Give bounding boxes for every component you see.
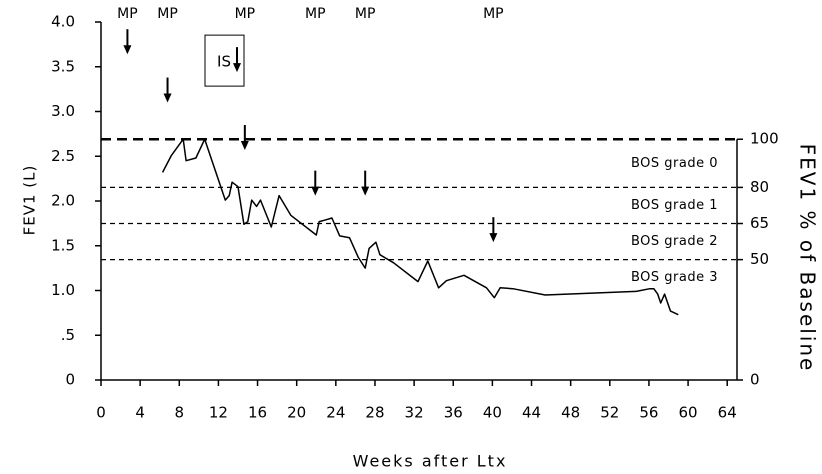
y-tick-label: 3.0 <box>51 102 75 120</box>
y-tick-label: 2.0 <box>51 192 75 210</box>
y2-tick-label: 80 <box>750 178 769 196</box>
marker-label: MP <box>305 6 326 22</box>
x-tick-label: 52 <box>600 404 619 422</box>
marker-arrow-head <box>163 93 172 103</box>
x-tick-label: 48 <box>561 404 580 422</box>
x-tick-label: 16 <box>248 404 267 422</box>
y-tick-label: 1.0 <box>51 281 75 299</box>
x-tick-label: 0 <box>96 404 106 422</box>
marker-label: MP <box>483 6 504 22</box>
marker-box <box>204 34 245 87</box>
marker-arrow-head <box>311 186 320 196</box>
x-tick-label: 8 <box>175 404 185 422</box>
y-tick-label: 3.5 <box>51 57 75 75</box>
y2-tick-label: 65 <box>750 214 769 232</box>
x-tick-label: 12 <box>209 404 228 422</box>
x-tick-label: 44 <box>522 404 541 422</box>
y2-axis-label: FEV1 % of Baseline <box>796 144 820 373</box>
y-axis-label: FEV1 (L) <box>21 165 39 236</box>
y2-tick-label: 0 <box>750 371 760 389</box>
bos-label: BOS grade 2 <box>631 234 718 249</box>
y-tick-label: 4.0 <box>51 13 75 31</box>
marker-arrow-head <box>123 45 132 55</box>
marker-label: MP <box>355 6 376 22</box>
bos-label: BOS grade 3 <box>631 270 718 285</box>
x-tick-label: 28 <box>365 404 384 422</box>
y2-tick-label: 100 <box>750 130 779 148</box>
marker-arrow-head <box>240 140 249 150</box>
y-tick-label: 2.5 <box>51 147 75 165</box>
y-tick-label: 0 <box>65 371 75 389</box>
x-tick-label: 60 <box>679 404 698 422</box>
bos-label: BOS grade 1 <box>631 198 718 213</box>
x-axis-label: Weeks after Ltx <box>353 452 508 471</box>
y-tick-label: .5 <box>61 326 75 344</box>
marker-arrow-head <box>489 233 498 243</box>
data-line <box>161 138 679 316</box>
bos-label: BOS grade 0 <box>631 156 718 171</box>
x-tick-label: 40 <box>483 404 502 422</box>
x-tick-label: 32 <box>405 404 424 422</box>
x-tick-label: 64 <box>718 404 737 422</box>
x-tick-label: 20 <box>287 404 306 422</box>
y2-tick-label: 50 <box>750 250 769 268</box>
marker-label: MP <box>117 6 138 22</box>
marker-arrow-head <box>361 186 370 196</box>
boxed-marker-arrow-head <box>233 63 242 73</box>
marker-box-label: IS <box>217 53 231 71</box>
y-tick-label: 1.5 <box>51 236 75 254</box>
marker-label: MP <box>235 6 256 22</box>
marker-label: MP <box>157 6 178 22</box>
x-tick-label: 24 <box>326 404 345 422</box>
x-tick-label: 56 <box>639 404 658 422</box>
x-tick-label: 36 <box>444 404 463 422</box>
x-tick-label: 4 <box>135 404 145 422</box>
